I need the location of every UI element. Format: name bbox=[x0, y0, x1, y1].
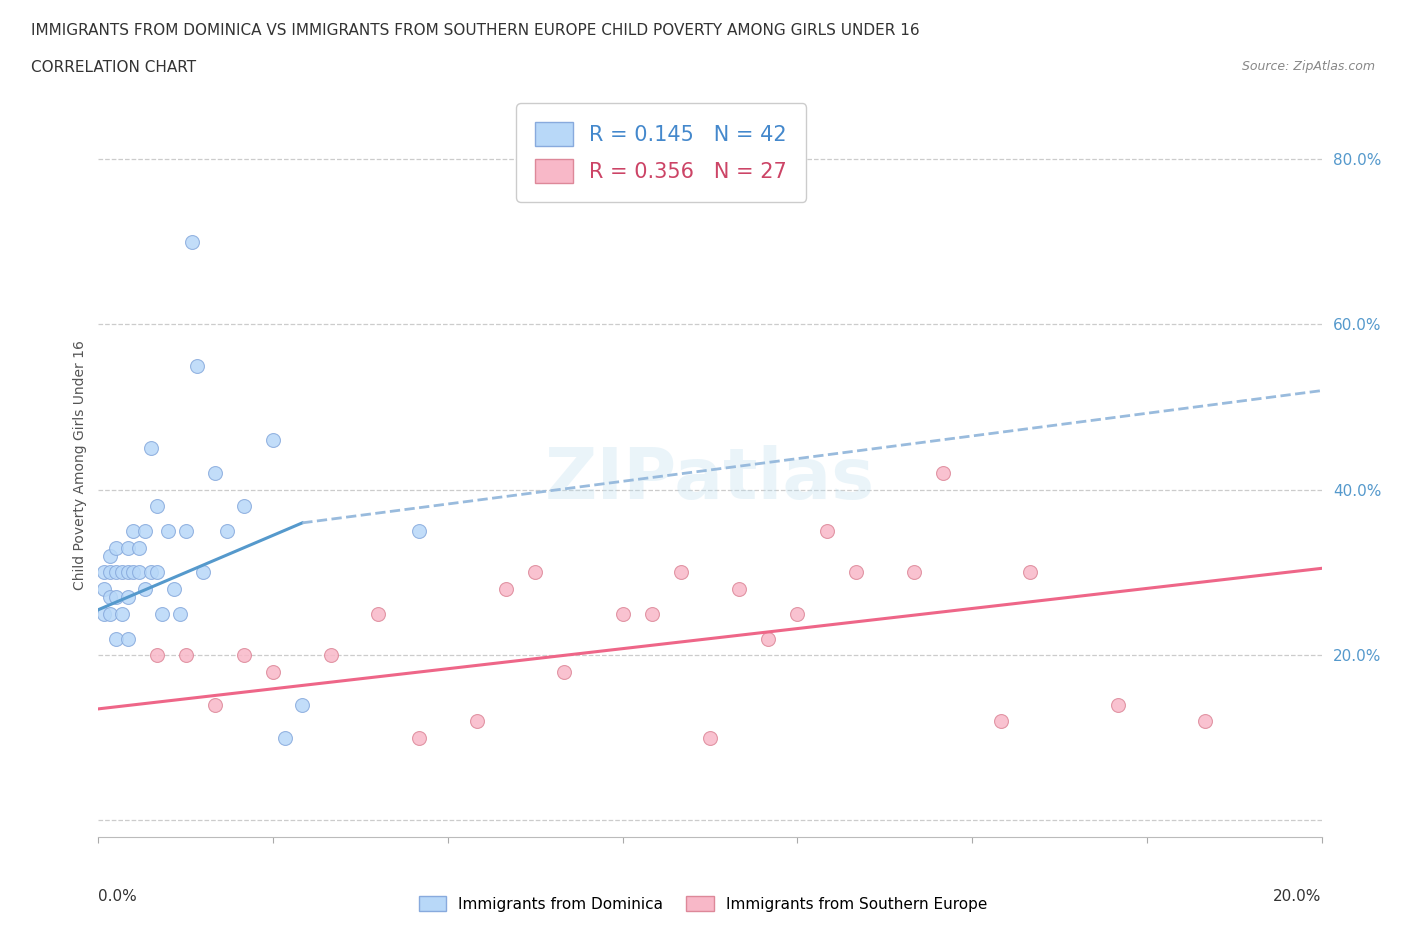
Point bbox=[152, 606, 174, 621]
Point bbox=[274, 730, 297, 745]
Y-axis label: Child Poverty Among Girls Under 16: Child Poverty Among Girls Under 16 bbox=[73, 340, 87, 590]
Point bbox=[122, 565, 145, 580]
Point bbox=[163, 581, 186, 596]
Point bbox=[408, 730, 430, 745]
Point bbox=[215, 524, 238, 538]
Point bbox=[903, 565, 925, 580]
Point bbox=[104, 565, 127, 580]
Legend: Immigrants from Dominica, Immigrants from Southern Europe: Immigrants from Dominica, Immigrants fro… bbox=[412, 889, 994, 918]
Point bbox=[321, 647, 343, 662]
Point bbox=[233, 647, 256, 662]
Point bbox=[98, 590, 121, 604]
Point bbox=[367, 606, 389, 621]
Point bbox=[699, 730, 721, 745]
Point bbox=[465, 714, 488, 729]
Point bbox=[524, 565, 547, 580]
Point bbox=[756, 631, 779, 646]
Point bbox=[134, 524, 156, 538]
Point bbox=[495, 581, 517, 596]
Point bbox=[104, 540, 127, 555]
Point bbox=[641, 606, 664, 621]
Point bbox=[193, 565, 215, 580]
Point bbox=[117, 590, 139, 604]
Point bbox=[145, 647, 167, 662]
Point bbox=[990, 714, 1012, 729]
Point bbox=[145, 498, 167, 513]
Point bbox=[139, 441, 162, 456]
Text: Source: ZipAtlas.com: Source: ZipAtlas.com bbox=[1241, 60, 1375, 73]
Point bbox=[408, 524, 430, 538]
Point bbox=[98, 565, 121, 580]
Text: 0.0%: 0.0% bbox=[98, 889, 138, 904]
Point bbox=[117, 540, 139, 555]
Point bbox=[93, 606, 115, 621]
Point bbox=[786, 606, 808, 621]
Text: CORRELATION CHART: CORRELATION CHART bbox=[31, 60, 195, 75]
Legend: R = 0.145   N = 42, R = 0.356   N = 27: R = 0.145 N = 42, R = 0.356 N = 27 bbox=[516, 103, 806, 202]
Point bbox=[612, 606, 634, 621]
Point bbox=[1019, 565, 1042, 580]
Point bbox=[145, 565, 167, 580]
Text: 20.0%: 20.0% bbox=[1274, 889, 1322, 904]
Point bbox=[93, 565, 115, 580]
Point bbox=[174, 647, 197, 662]
Point bbox=[233, 498, 256, 513]
Point bbox=[134, 581, 156, 596]
Point bbox=[157, 524, 180, 538]
Point bbox=[174, 524, 197, 538]
Point bbox=[932, 466, 955, 481]
Point bbox=[122, 524, 145, 538]
Point bbox=[98, 549, 121, 564]
Point bbox=[169, 606, 191, 621]
Point bbox=[93, 581, 115, 596]
Point bbox=[104, 590, 127, 604]
Point bbox=[111, 606, 134, 621]
Point bbox=[111, 565, 134, 580]
Point bbox=[128, 540, 150, 555]
Point bbox=[815, 524, 838, 538]
Point bbox=[128, 565, 150, 580]
Point bbox=[669, 565, 692, 580]
Point bbox=[845, 565, 868, 580]
Point bbox=[291, 698, 314, 712]
Text: IMMIGRANTS FROM DOMINICA VS IMMIGRANTS FROM SOUTHERN EUROPE CHILD POVERTY AMONG : IMMIGRANTS FROM DOMINICA VS IMMIGRANTS F… bbox=[31, 23, 920, 38]
Point bbox=[553, 664, 575, 679]
Point bbox=[98, 606, 121, 621]
Point bbox=[180, 234, 202, 249]
Point bbox=[204, 698, 226, 712]
Point bbox=[1107, 698, 1129, 712]
Point bbox=[728, 581, 751, 596]
Point bbox=[262, 432, 284, 447]
Point bbox=[139, 565, 162, 580]
Point bbox=[117, 565, 139, 580]
Point bbox=[117, 631, 139, 646]
Point bbox=[104, 631, 127, 646]
Point bbox=[186, 358, 208, 373]
Point bbox=[1194, 714, 1216, 729]
Point bbox=[204, 466, 226, 481]
Text: ZIPatlas: ZIPatlas bbox=[546, 445, 875, 514]
Point bbox=[262, 664, 284, 679]
